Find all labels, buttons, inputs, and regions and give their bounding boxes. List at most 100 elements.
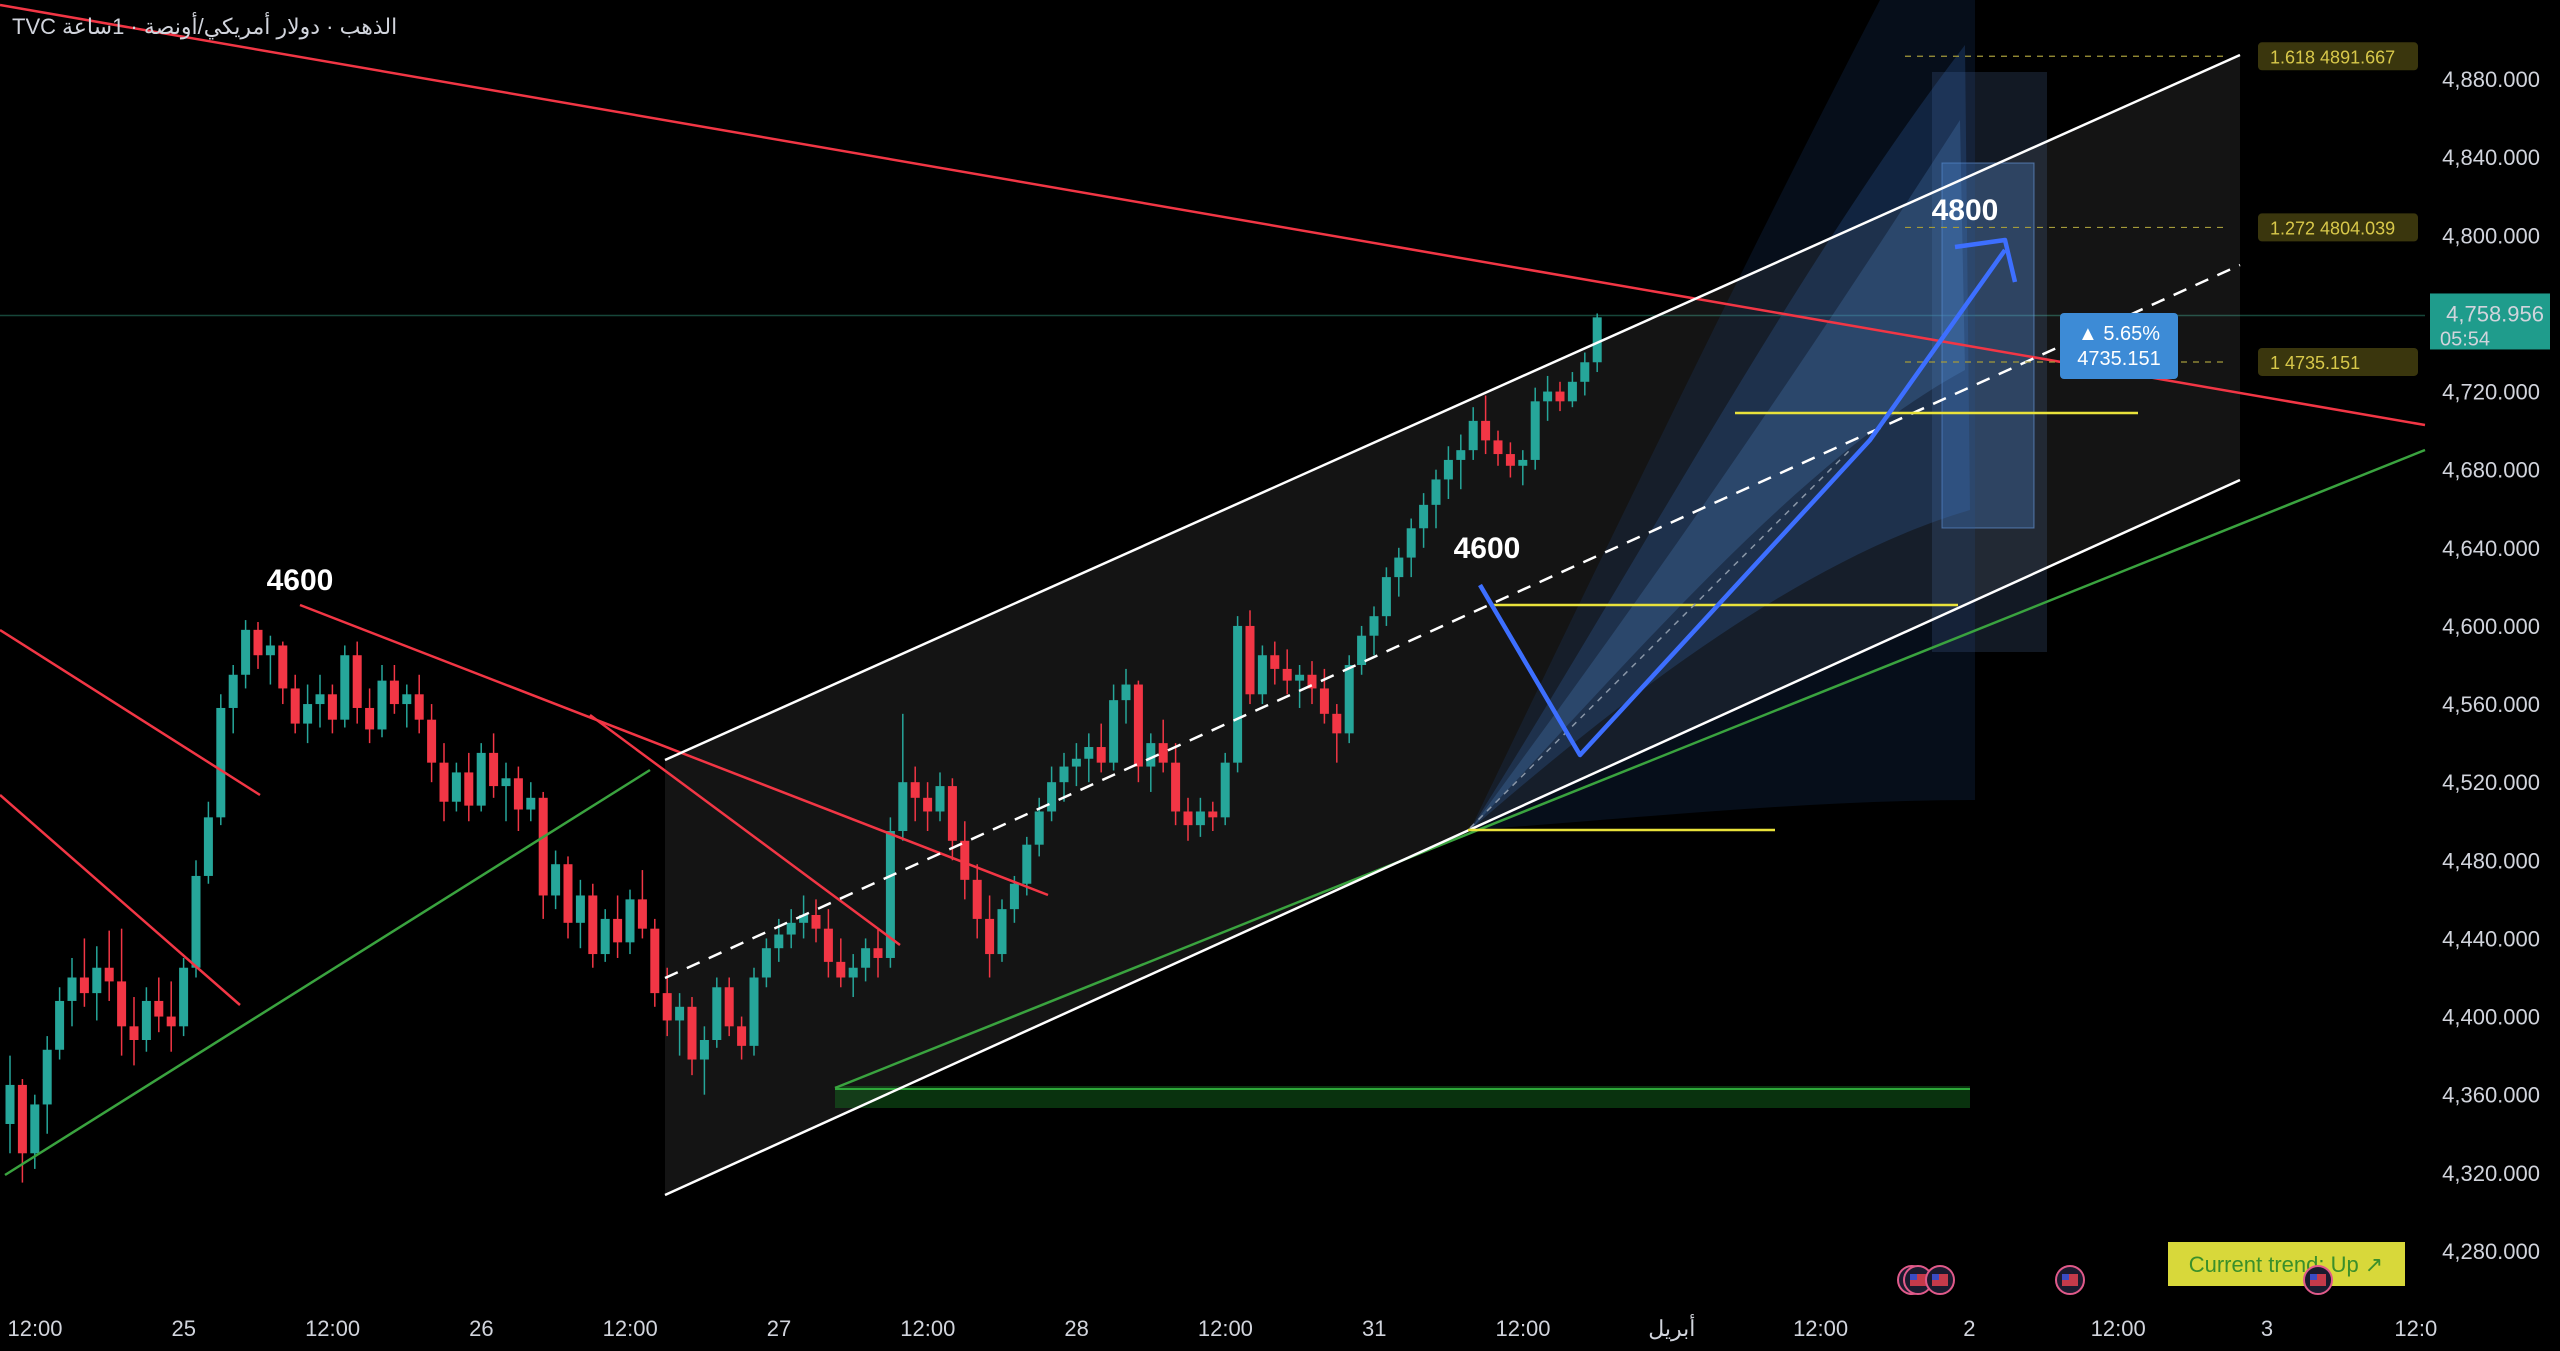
resistance-line-2 (0, 794, 241, 1006)
candle (402, 684, 412, 728)
candle (575, 879, 585, 949)
candle (1071, 743, 1081, 787)
candle (241, 620, 251, 689)
candle (1518, 450, 1528, 486)
candle (92, 946, 102, 1021)
candle (538, 791, 548, 919)
candle (1369, 606, 1379, 656)
level-label: 4600 (1454, 532, 1521, 565)
candle-body (960, 840, 970, 880)
candle (786, 909, 796, 949)
candle-body (414, 694, 424, 720)
candle-body (538, 797, 548, 896)
candles (5, 313, 1602, 1183)
candle-body (1109, 700, 1119, 763)
event-flag-icon[interactable] (1925, 1265, 1955, 1295)
candle-body (427, 719, 437, 763)
candle-body (749, 977, 759, 1046)
candle-body (79, 977, 89, 994)
candle (861, 938, 871, 982)
resistance-line-4 (589, 713, 901, 947)
candle (67, 957, 77, 1027)
price-tick-label: 4,680.000 (2442, 458, 2540, 483)
candle (278, 641, 288, 705)
candle-body (42, 1049, 52, 1105)
candle (749, 967, 759, 1056)
candle-body (1344, 665, 1354, 734)
candle (42, 1036, 52, 1134)
candle (451, 762, 461, 812)
candle-body (910, 782, 920, 798)
candle (191, 860, 201, 978)
candle (216, 694, 226, 826)
candle (910, 766, 920, 822)
projection-cone-outer (1470, 0, 1975, 830)
candle-body (1009, 883, 1019, 910)
event-flag-icon[interactable] (2303, 1265, 2333, 1295)
event-flag-icon[interactable] (1903, 1265, 1933, 1295)
candle-body (563, 864, 573, 923)
symbol-header[interactable]: TVC الذهب · دولار أمريكي/أونصة · 1ساعة (12, 14, 397, 40)
candle (117, 928, 127, 1056)
candle (662, 967, 672, 1037)
candle-body (104, 967, 114, 982)
candle-body (972, 879, 982, 919)
candle (365, 688, 375, 744)
candle-body (1233, 625, 1243, 763)
candle-body (737, 1026, 747, 1046)
candle (1406, 518, 1416, 578)
time-axis[interactable]: 12:00 25 12:00 26 12:00 27 12:00 28 12:00 31 12:00… (7, 1313, 2437, 1342)
candle-body (1047, 782, 1057, 812)
candle (873, 928, 883, 978)
price-tick-label: 4,720.000 (2442, 380, 2540, 405)
fib-label-text: 1 4735.151 (2270, 353, 2360, 373)
candle-body (588, 895, 598, 955)
candle (352, 641, 362, 724)
candle-body (464, 772, 474, 806)
level-label: 4800 (1932, 194, 1999, 227)
fib-label: 1 4735.151 (2258, 347, 2418, 376)
candle (811, 899, 821, 943)
fib-label-bg (2258, 347, 2418, 376)
candle-body (1555, 391, 1565, 402)
candle-body (1307, 674, 1317, 689)
event-flag-canton (2062, 1274, 2069, 1280)
candle-body (637, 899, 647, 929)
candle-body (774, 934, 784, 949)
candle (1059, 752, 1069, 802)
candle (55, 987, 65, 1060)
candle (253, 622, 263, 669)
candle (179, 957, 189, 1037)
candle (637, 870, 647, 939)
candle-body (1133, 684, 1143, 767)
candle-body (687, 1006, 697, 1060)
candle-body (600, 918, 610, 955)
candle-body (786, 922, 796, 935)
trend-badge-text: Current trend: Up ↗ (2189, 1252, 2384, 1277)
candle-body (389, 680, 399, 705)
candle-body (1468, 420, 1478, 451)
annotations: 1.618 4891.667 1.272 4804.039 1 4735.151 46… (267, 42, 2418, 1295)
candle (1295, 665, 1305, 708)
time-tick-label: أبريل (1648, 1313, 1695, 1342)
candle-body (1580, 362, 1590, 382)
candle (1505, 442, 1515, 478)
candle-body (575, 895, 585, 923)
countdown-label: 05:54 (2440, 328, 2490, 350)
candle (1555, 381, 1565, 412)
candle-body (1183, 811, 1193, 826)
candle (513, 766, 523, 832)
candle-body (1022, 844, 1032, 884)
candle-body (1034, 811, 1044, 845)
candle-body (625, 899, 635, 943)
measure-tooltip-bg (2060, 313, 2178, 379)
candle-body (1245, 625, 1255, 695)
candle-body (799, 915, 809, 923)
candle-body (836, 961, 846, 978)
event-flag-icon[interactable] (2055, 1265, 2085, 1295)
candle-body (67, 977, 77, 1001)
price-tick-label: 4,440.000 (2442, 926, 2540, 951)
price-axis[interactable]: 4,280.000 4,320.000 4,360.000 4,400.000 4,44… (2430, 67, 2550, 1264)
